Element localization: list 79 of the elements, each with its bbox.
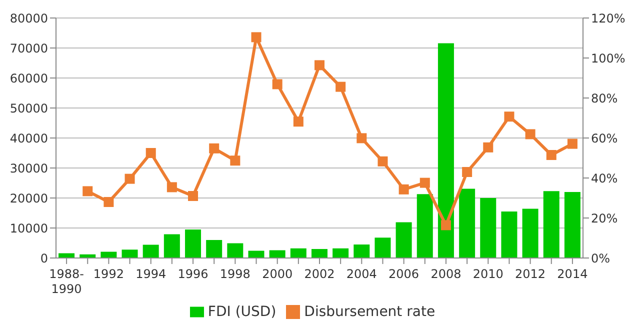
point [398,184,409,194]
bar [564,192,580,258]
bar [332,248,349,258]
bar [122,250,138,258]
point [462,167,472,177]
bar [58,253,75,258]
y-tick-label: 20000 [10,191,48,206]
x-tick-label: 2006 [388,267,420,281]
bar [185,230,202,258]
point [251,32,262,42]
y2-tick-label: 60% [591,131,618,146]
bar [206,240,222,258]
legend-label: FDI (USD) [208,304,276,320]
y-tick-label: 40000 [10,131,48,146]
bar [396,222,412,258]
bar [248,250,264,258]
point [82,186,93,196]
y2-tick-label: 0% [591,251,610,266]
point [314,60,324,70]
bar [354,244,370,258]
bar [227,243,244,258]
point [230,156,240,166]
point [104,197,114,207]
point [525,129,536,140]
bar [290,248,306,258]
y-tick-label: 0 [40,251,48,266]
point [272,79,282,90]
y-tick-label: 60000 [10,71,48,86]
legend-label: Disbursement rate [304,304,436,320]
point [440,220,451,230]
bar [416,194,433,258]
bar [522,208,538,258]
x-tick-label: 1998 [220,267,250,281]
bar [164,234,180,258]
point [166,182,177,192]
bar [438,43,454,258]
bar [543,191,560,258]
y2-tick-label: 80% [591,91,618,106]
point [504,112,514,122]
bar [501,212,518,258]
point [124,174,135,184]
x-tick-label: 1992 [93,267,124,281]
bar [459,188,476,258]
x-tick-label: 1996 [178,267,208,281]
x-tick-label: 2002 [304,267,335,281]
point [420,178,430,188]
y2-tick-label: 20% [591,211,618,226]
point [567,138,578,149]
x-tick-label: 2004 [346,267,377,281]
point [188,191,198,201]
point [483,142,494,152]
y-tick-label: 10000 [10,221,48,236]
bar [480,198,496,258]
bar [269,250,286,258]
point [356,133,367,144]
point [546,150,556,160]
x-tick-label: 2012 [515,267,546,281]
x-tick-label: 2008 [430,267,462,281]
y-tick-label: 70000 [10,41,48,56]
y-tick-label: 50000 [10,101,48,116]
x-tick-label: 1994 [136,267,166,281]
y2-tick-label: 120% [591,11,626,26]
x-tick-label: 2000 [262,267,293,281]
bar [142,244,159,258]
y2-tick-label: 40% [591,171,618,186]
point [293,116,304,127]
x-tick-label: 2014 [557,267,588,281]
point [209,143,220,154]
bar [100,252,117,258]
point [336,82,346,92]
point [146,148,156,158]
point [378,156,388,166]
y-tick-label: 30000 [10,161,48,176]
y2-tick-label: 100% [591,51,626,66]
x-tick-label: 1988-1990 [49,267,84,296]
y-tick-label: 80000 [10,11,48,26]
x-tick-label: 2010 [472,267,504,281]
bar [374,238,391,258]
bar [311,249,328,258]
